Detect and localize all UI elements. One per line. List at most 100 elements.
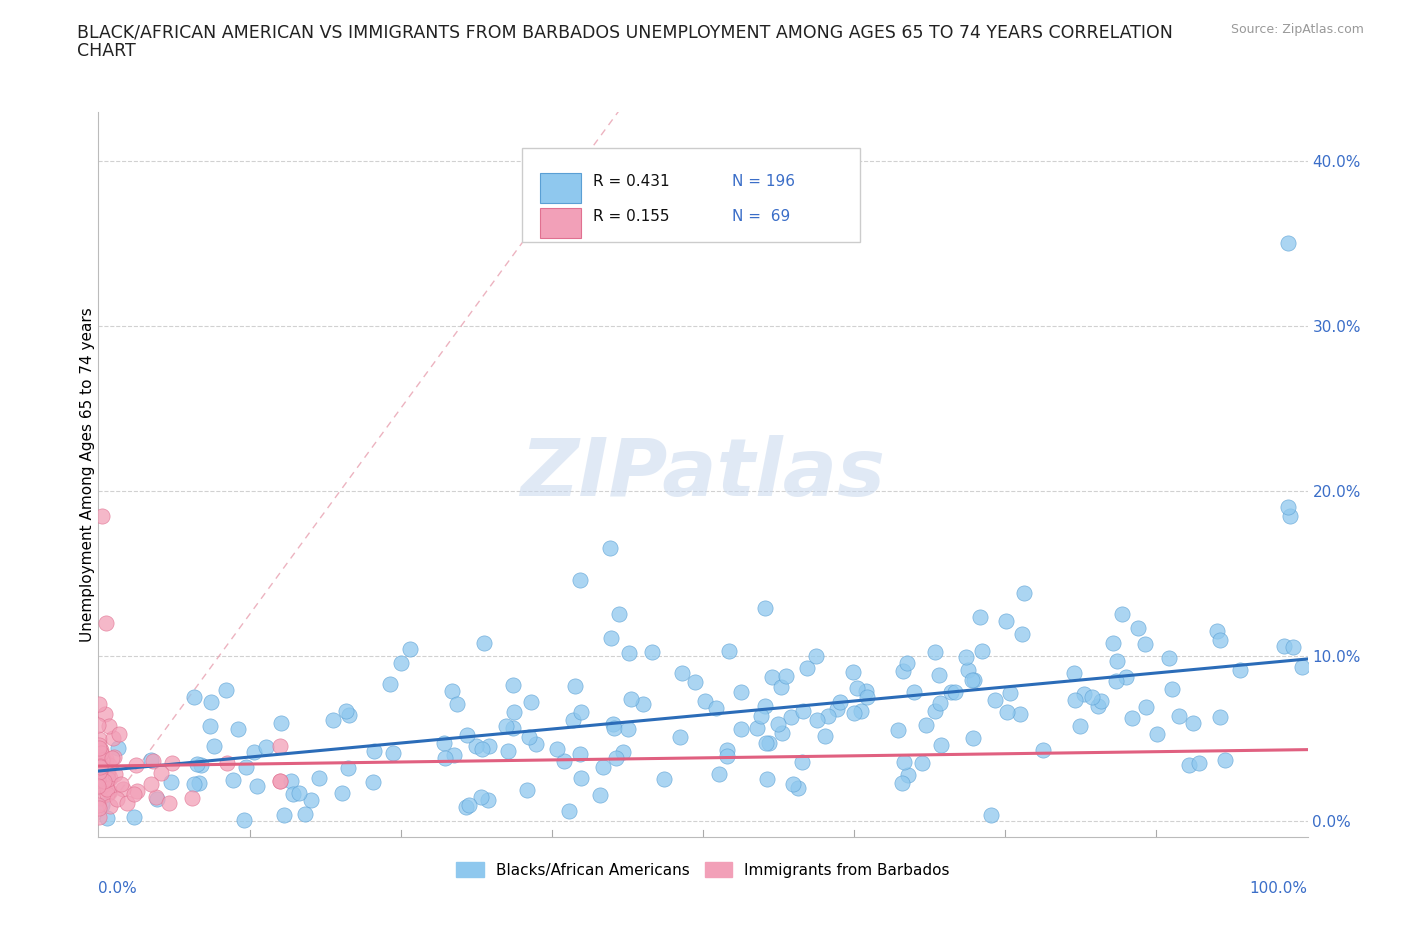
Point: [695, 694, 717, 709]
Point: [1229, 662, 1251, 677]
Point: [995, 705, 1018, 720]
Point: [1064, 693, 1087, 708]
Point: [1182, 715, 1205, 730]
FancyBboxPatch shape: [540, 173, 581, 204]
Point: [1102, 635, 1125, 650]
Point: [478, 739, 501, 754]
Point: [87, 754, 110, 769]
Point: [704, 700, 727, 715]
Point: [671, 665, 693, 680]
Point: [222, 772, 245, 787]
Point: [517, 730, 540, 745]
Point: [984, 693, 1007, 708]
Point: [322, 712, 344, 727]
Point: [145, 790, 167, 804]
Point: [87, 797, 110, 812]
Point: [891, 776, 914, 790]
Point: [433, 751, 456, 765]
Text: ZIPatlas: ZIPatlas: [520, 435, 886, 513]
Point: [97, 772, 120, 787]
Point: [685, 674, 707, 689]
Point: [769, 680, 792, 695]
Point: [1069, 719, 1091, 734]
Point: [90, 743, 112, 758]
Point: [1135, 699, 1157, 714]
Point: [557, 804, 579, 818]
Point: [183, 777, 205, 791]
Point: [456, 728, 478, 743]
Point: [1187, 755, 1209, 770]
Point: [599, 541, 621, 556]
Point: [97, 765, 120, 780]
Point: [716, 743, 738, 758]
Point: [89, 737, 111, 752]
Point: [87, 752, 110, 767]
Point: [617, 645, 640, 660]
Point: [998, 685, 1021, 700]
Point: [202, 738, 225, 753]
Point: [602, 716, 624, 731]
Point: [1090, 694, 1112, 709]
Point: [730, 684, 752, 699]
Point: [924, 704, 946, 719]
Point: [939, 684, 962, 699]
Point: [980, 807, 1002, 822]
Point: [339, 708, 361, 723]
Point: [1011, 627, 1033, 642]
Point: [96, 766, 118, 781]
Point: [929, 737, 952, 752]
Point: [605, 751, 627, 765]
Point: [90, 746, 112, 761]
Point: [215, 682, 238, 697]
Point: [89, 764, 111, 779]
Point: [782, 777, 804, 791]
Point: [294, 806, 316, 821]
Point: [1277, 499, 1299, 514]
Point: [89, 764, 111, 779]
Point: [502, 704, 524, 719]
Point: [270, 715, 292, 730]
Point: [98, 798, 121, 813]
Point: [502, 678, 524, 693]
Point: [1213, 752, 1236, 767]
Point: [1291, 660, 1313, 675]
Point: [103, 731, 125, 746]
Point: [770, 725, 793, 740]
Point: [568, 746, 591, 761]
Point: [897, 768, 920, 783]
Point: [382, 746, 405, 761]
Point: [443, 748, 465, 763]
Point: [1126, 621, 1149, 636]
Point: [755, 736, 778, 751]
Point: [94, 777, 117, 791]
Point: [747, 721, 769, 736]
Point: [90, 797, 112, 812]
Point: [90, 759, 112, 774]
Point: [91, 508, 114, 523]
Point: [94, 707, 117, 722]
Point: [254, 739, 277, 754]
Point: [93, 763, 115, 777]
Point: [87, 773, 110, 788]
Point: [928, 668, 950, 683]
Point: [896, 656, 918, 671]
Point: [495, 719, 517, 734]
Point: [915, 717, 938, 732]
Point: [1121, 711, 1143, 725]
Point: [97, 784, 120, 799]
Point: [269, 774, 291, 789]
Point: [792, 754, 814, 769]
Point: [122, 787, 145, 802]
Point: [633, 697, 655, 711]
Point: [90, 745, 112, 760]
Text: Source: ZipAtlas.com: Source: ZipAtlas.com: [1230, 23, 1364, 36]
Point: [1167, 709, 1189, 724]
Point: [592, 760, 614, 775]
Point: [87, 768, 110, 783]
Point: [458, 798, 481, 813]
Point: [246, 779, 269, 794]
Point: [446, 697, 468, 711]
Point: [730, 722, 752, 737]
Point: [139, 753, 162, 768]
Point: [389, 656, 412, 671]
